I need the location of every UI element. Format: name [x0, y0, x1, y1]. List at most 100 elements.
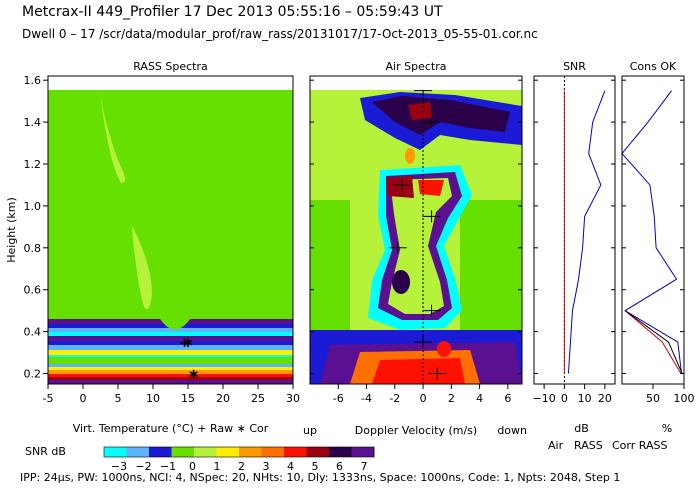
snr-x-tick-label: 0 [561, 392, 568, 405]
rass-band [48, 328, 293, 332]
cons-series-rass [624, 310, 682, 374]
legend-rass: RASS [574, 439, 603, 452]
axes: RASS Spectra Air Spectra SNR Cons OK 0.2 0.4 0… [5, 60, 695, 452]
air-x-tick-label: -2 [389, 392, 400, 405]
rass-x-tick-label: 5 [115, 392, 122, 405]
cons-series-air [622, 90, 683, 374]
cons-ok-lines [622, 90, 683, 374]
colorbar-segment [104, 447, 127, 457]
y-tick-label: 1.0 [24, 200, 42, 213]
colorbar-segment [171, 447, 195, 457]
rass-streak-upper [100, 92, 126, 183]
colorbar-label: 6 [336, 460, 343, 473]
air-spectra-heatmap [310, 90, 522, 384]
colorbar-segment [284, 447, 307, 457]
cons-x-tick-label: 100 [674, 392, 695, 405]
rass-band [48, 377, 293, 380]
air-frame [309, 75, 523, 385]
air-hot-5 [437, 341, 451, 357]
snr-colorbar: SNR dB −3 −2 −1 0 1 2 3 4 5 6 7 [25, 445, 375, 473]
colorbar-segment [239, 447, 262, 457]
air-hot-3 [392, 270, 410, 294]
rass-band [48, 364, 293, 367]
colorbar-segment [329, 447, 352, 457]
air-right-green [460, 200, 522, 330]
rass-band [48, 336, 293, 341]
y-tick-label: 0.2 [24, 368, 42, 381]
rass-band [48, 367, 293, 370]
rass-x-tick-label: 10 [146, 392, 160, 405]
colorbar-segment [351, 447, 375, 457]
rass-x-tick-label: 15 [181, 392, 195, 405]
colorbar-label: 5 [312, 460, 319, 473]
snr-x-tick-label: −10 [533, 392, 556, 405]
y-tick-label: 1.6 [24, 74, 42, 87]
air-x-tick-label: -6 [333, 392, 344, 405]
rass-marker: ∗ [182, 335, 194, 351]
colorbar-label: 1 [214, 460, 221, 473]
parameters-footer: IPP: 24µs, PW: 1000ns, NCI: 4, NSpec: 20… [20, 471, 621, 484]
rass-band [48, 332, 293, 336]
y-tick-label: 0.4 [24, 326, 42, 339]
rass-frame [47, 75, 294, 385]
air-left-green [310, 200, 350, 330]
air-x-tick-label: 0 [420, 392, 427, 405]
colorbar-segment [194, 447, 217, 457]
rass-x-tick-label: 20 [216, 392, 230, 405]
y-axis-label: Height (km) [5, 197, 18, 263]
page-title: Metcrax-II 449_Profiler 17 Dec 2013 05:5… [22, 4, 443, 20]
snr-title: SNR [563, 60, 586, 73]
cons-x-label: % [662, 422, 672, 435]
rass-x-tick-label: 30 [286, 392, 300, 405]
air-x-label-right: down [497, 424, 527, 437]
snr-x-tick-label: 10 [578, 392, 592, 405]
rass-x-label: Virt. Temperature (°C) + Raw ∗ Cor [73, 422, 269, 435]
cons-frame [621, 75, 685, 385]
cons-x-tick-label: 50 [646, 392, 660, 405]
colorbar-title: SNR dB [25, 445, 66, 458]
dwell-path: Dwell 0 – 17 /scr/data/modular_prof/raw_… [22, 27, 538, 41]
rass-band-dip [160, 319, 190, 330]
colorbar-label: −2 [135, 460, 151, 473]
air-top-core [408, 102, 432, 120]
colorbar-label: −3 [111, 460, 127, 473]
rass-streak-lower [132, 226, 152, 310]
air-x-tick-label: 4 [476, 392, 483, 405]
colorbar-label: 4 [287, 460, 294, 473]
rass-band [48, 380, 293, 384]
colorbar-label: 0 [189, 460, 196, 473]
colorbar-segment [149, 447, 172, 457]
legend-corr-rass: Corr RASS [612, 439, 667, 452]
colorbar-segment [126, 447, 150, 457]
cons-title: Cons OK [630, 60, 677, 73]
legend-air: Air [548, 439, 564, 452]
rass-spectra-heatmap: +∗∗ [48, 90, 293, 384]
colorbar-segment [306, 447, 330, 457]
rass-title: RASS Spectra [133, 60, 208, 73]
air-hot-2 [418, 180, 444, 196]
colorbar-label: 3 [263, 460, 270, 473]
colorbar-label: 2 [238, 460, 245, 473]
snr-series-air [567, 90, 606, 374]
air-x-label: Doppler Velocity (m/s) [355, 424, 477, 437]
y-tick-label: 0.6 [24, 284, 42, 297]
air-top-purple [372, 96, 510, 135]
rass-band [48, 341, 293, 345]
colorbar-segment [216, 447, 240, 457]
snr-frame [533, 75, 616, 385]
y-tick-label: 0.8 [24, 242, 42, 255]
rass-x-tick-label: -5 [43, 392, 54, 405]
air-hot-1 [386, 176, 414, 198]
cons-series-corr-rass [624, 310, 683, 374]
rass-x-tick-label: 25 [251, 392, 265, 405]
colorbar-frame [103, 446, 375, 458]
rass-band [48, 345, 293, 350]
rass-marker: ∗ [188, 367, 200, 383]
rass-band [48, 355, 293, 357]
snr-x-tick-label: 20 [598, 392, 612, 405]
air-title: Air Spectra [386, 60, 447, 73]
air-x-tick-label: -4 [361, 392, 372, 405]
air-hot-4 [405, 148, 415, 164]
rass-x-tick-label: 0 [80, 392, 87, 405]
air-x-tick-label: 2 [448, 392, 455, 405]
